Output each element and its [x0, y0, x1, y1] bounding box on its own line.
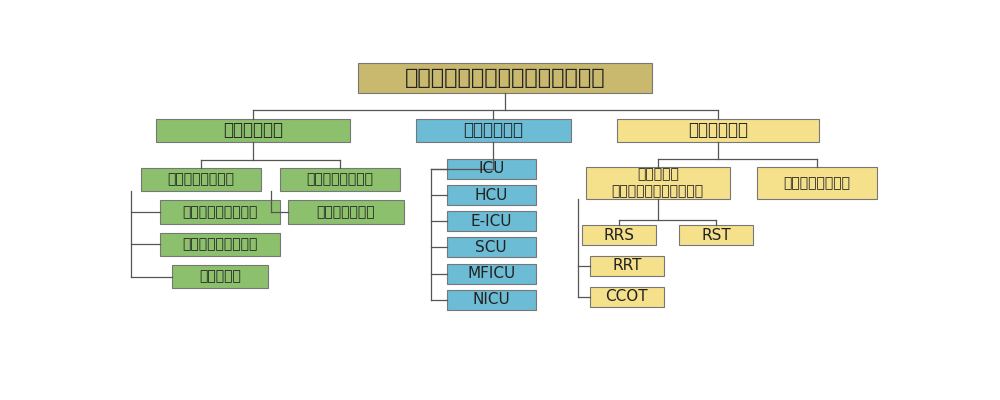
FancyBboxPatch shape [280, 168, 400, 191]
FancyBboxPatch shape [160, 233, 280, 256]
Text: 病院前診療部門: 病院前診療部門 [317, 205, 375, 219]
FancyBboxPatch shape [140, 168, 261, 191]
Text: 総合診療科: 総合診療科 [199, 270, 241, 284]
Text: RRS: RRS [604, 228, 635, 243]
FancyBboxPatch shape [447, 238, 536, 258]
FancyBboxPatch shape [679, 225, 753, 245]
Text: NICU: NICU [472, 292, 510, 307]
FancyBboxPatch shape [617, 119, 819, 142]
Text: 院外救急部門: 院外救急部門 [223, 121, 283, 139]
Text: 救急・集中治療調整管理センター: 救急・集中治療調整管理センター [404, 68, 605, 88]
Text: ICU: ICU [478, 161, 504, 176]
FancyBboxPatch shape [586, 166, 730, 199]
Text: 院内救急部門: 院内救急部門 [688, 121, 748, 139]
Text: 総合ハートセンター: 総合ハートセンター [182, 237, 258, 251]
Text: 重症管理部門: 重症管理部門 [463, 121, 523, 139]
FancyBboxPatch shape [447, 290, 536, 310]
FancyBboxPatch shape [160, 200, 280, 224]
FancyBboxPatch shape [447, 211, 536, 231]
FancyBboxPatch shape [416, 119, 571, 142]
Text: RRT: RRT [612, 258, 642, 274]
Text: MFICU: MFICU [467, 266, 515, 281]
Text: E-ICU: E-ICU [470, 214, 512, 229]
Text: RST: RST [701, 228, 731, 243]
FancyBboxPatch shape [172, 265, 268, 288]
FancyBboxPatch shape [358, 64, 652, 93]
Text: 手術支援センター: 手術支援センター [783, 176, 850, 190]
Text: SCU: SCU [475, 240, 507, 255]
FancyBboxPatch shape [590, 287, 664, 307]
FancyBboxPatch shape [757, 166, 877, 199]
Text: 高度外傷センター: 高度外傷センター [307, 173, 374, 187]
FancyBboxPatch shape [447, 185, 536, 205]
FancyBboxPatch shape [288, 200, 404, 224]
Text: 院内救急・
合併症対策支援センター: 院内救急・ 合併症対策支援センター [612, 168, 704, 198]
FancyBboxPatch shape [582, 225, 656, 245]
Text: HCU: HCU [475, 188, 508, 202]
Text: 救命救急センター: 救命救急センター [167, 173, 234, 187]
FancyBboxPatch shape [447, 159, 536, 179]
FancyBboxPatch shape [447, 264, 536, 284]
FancyBboxPatch shape [590, 256, 664, 276]
Text: CCOT: CCOT [606, 289, 648, 304]
FancyBboxPatch shape [156, 119, 350, 142]
Text: 高度脳卒中センター: 高度脳卒中センター [182, 205, 258, 219]
